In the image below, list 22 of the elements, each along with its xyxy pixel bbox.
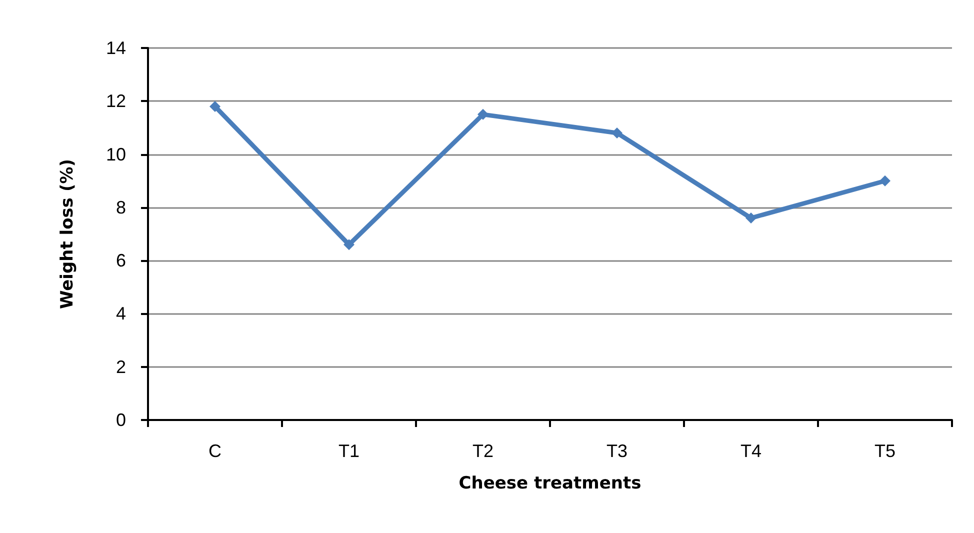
y-axis-title: Weight loss (%) [58,158,78,310]
point [478,108,488,120]
x-tick-label: T4 [740,441,762,461]
y-tick-label: 8 [116,197,126,218]
y-tick-label: 6 [116,250,126,271]
x-tick-label: T5 [874,441,896,461]
y-tick-label: 4 [116,304,126,324]
x-tick-label: T1 [338,441,360,461]
y-tick-label: 0 [116,410,126,430]
point [880,175,890,186]
point [344,239,354,250]
y-tick-label: 10 [106,144,126,164]
point [210,100,220,112]
x-tick-label: C [208,441,222,461]
y-tick-label: 2 [116,356,126,377]
y-tick-label: 12 [106,91,126,112]
x-tick-label: T2 [472,441,494,461]
point [612,128,622,139]
y-tick-label: 14 [106,38,126,58]
x-axis-title: Cheese treatments [458,474,642,494]
point [746,212,756,224]
x-tick-label: T3 [606,441,628,461]
